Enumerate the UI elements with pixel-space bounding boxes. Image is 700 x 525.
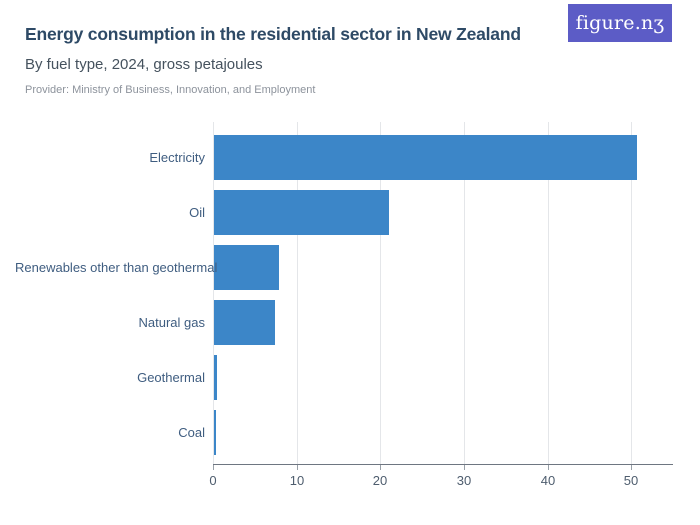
category-label: Geothermal bbox=[137, 370, 205, 385]
x-tick-label: 40 bbox=[540, 473, 556, 488]
bar-natural-gas bbox=[214, 300, 275, 345]
x-tick-mark bbox=[380, 465, 381, 470]
x-tick-mark bbox=[548, 465, 549, 470]
bar-oil bbox=[214, 190, 389, 235]
category-label: Oil bbox=[189, 205, 205, 220]
x-tick-label: 20 bbox=[372, 473, 388, 488]
x-tick-label: 0 bbox=[209, 473, 217, 488]
gridline bbox=[548, 122, 549, 464]
x-tick-mark bbox=[464, 465, 465, 470]
gridline bbox=[297, 122, 298, 464]
figure-nz-logo-text: figure.nʒ bbox=[575, 12, 665, 34]
page-title: Energy consumption in the residential se… bbox=[25, 24, 521, 44]
figure-nz-logo: figure.nʒ bbox=[568, 4, 672, 42]
plot-area: 0 10 20 30 40 50 bbox=[209, 122, 673, 488]
bar-geothermal bbox=[214, 355, 217, 400]
category-label: Natural gas bbox=[138, 315, 205, 330]
x-tick-label: 30 bbox=[456, 473, 472, 488]
gridline bbox=[464, 122, 465, 464]
x-tick-mark bbox=[631, 465, 632, 470]
gridline bbox=[213, 122, 214, 464]
provider-note: Provider: Ministry of Business, Innovati… bbox=[25, 84, 316, 96]
category-label: Electricity bbox=[149, 150, 205, 165]
x-axis-line bbox=[213, 464, 673, 465]
bar-coal bbox=[214, 410, 216, 455]
category-label: Coal bbox=[178, 425, 205, 440]
gridline bbox=[631, 122, 632, 464]
x-tick-label: 10 bbox=[289, 473, 305, 488]
x-tick-label: 50 bbox=[623, 473, 639, 488]
bar-electricity bbox=[214, 135, 637, 180]
chart-subtitle: By fuel type, 2024, gross petajoules bbox=[25, 56, 263, 73]
category-label: Renewables other than geothermal bbox=[15, 260, 218, 275]
gridline bbox=[380, 122, 381, 464]
bar-renewables-other-than-geothermal bbox=[214, 245, 279, 290]
x-tick-mark bbox=[297, 465, 298, 470]
x-tick-mark bbox=[213, 465, 214, 470]
